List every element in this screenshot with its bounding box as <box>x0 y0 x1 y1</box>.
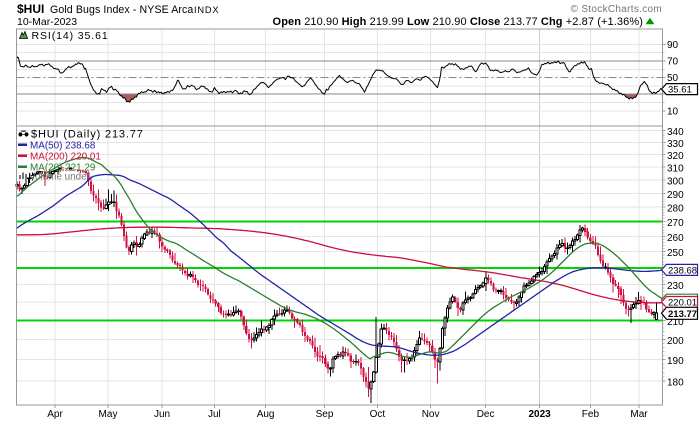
svg-text:2023: 2023 <box>528 409 551 420</box>
svg-text:220.01: 220.01 <box>668 298 697 309</box>
svg-text:270: 270 <box>667 218 684 229</box>
svg-text:Jun: Jun <box>154 409 170 420</box>
svg-text:MA(50) 238.68: MA(50) 238.68 <box>30 141 96 152</box>
svg-text:35.61: 35.61 <box>668 85 692 96</box>
svg-text:May: May <box>99 409 118 420</box>
svg-text:330: 330 <box>667 139 684 150</box>
svg-text:RSI(14) 35.61: RSI(14) 35.61 <box>32 30 109 42</box>
svg-text:Feb: Feb <box>582 409 600 420</box>
svg-text:340: 340 <box>667 127 684 138</box>
svg-text:230: 230 <box>667 281 684 292</box>
svg-text:320: 320 <box>667 151 684 162</box>
svg-text:© StockCharts.com: © StockCharts.com <box>571 4 662 15</box>
svg-text:$HUI: $HUI <box>17 2 44 16</box>
svg-text:180: 180 <box>667 378 684 389</box>
svg-text:Aug: Aug <box>257 409 275 420</box>
svg-text:Volume undef: Volume undef <box>29 172 90 183</box>
svg-text:260: 260 <box>667 233 684 244</box>
svg-text:Apr: Apr <box>47 409 63 420</box>
svg-text:250: 250 <box>667 248 684 259</box>
svg-text:290: 290 <box>667 190 684 201</box>
svg-text:10: 10 <box>667 106 679 117</box>
svg-text:190: 190 <box>667 356 684 367</box>
svg-text:MA(20) 221.29: MA(20) 221.29 <box>30 163 96 174</box>
svg-text:$HUI (Daily) 213.77: $HUI (Daily) 213.77 <box>31 129 144 141</box>
svg-text:10-Mar-2023: 10-Mar-2023 <box>17 16 77 28</box>
svg-text:280: 280 <box>667 204 684 215</box>
svg-text:INDX: INDX <box>194 5 219 15</box>
svg-text:300: 300 <box>667 177 684 188</box>
svg-text:Jul: Jul <box>208 409 221 420</box>
svg-text:213.77: 213.77 <box>668 309 697 320</box>
svg-text:Open 210.90 High 219.99 Low 21: Open 210.90 High 219.99 Low 210.90 Close… <box>273 16 643 28</box>
svg-text:Gold Bugs Index - NYSE Arca: Gold Bugs Index - NYSE Arca <box>50 4 193 16</box>
svg-text:90: 90 <box>667 40 679 51</box>
svg-text:Nov: Nov <box>422 409 440 420</box>
svg-text:70: 70 <box>667 57 679 68</box>
svg-text:310: 310 <box>667 164 684 175</box>
svg-text:238.68: 238.68 <box>668 265 697 276</box>
svg-text:MA(200) 220.01: MA(200) 220.01 <box>30 152 101 163</box>
svg-text:Sep: Sep <box>316 409 334 420</box>
svg-text:Mar: Mar <box>630 409 648 420</box>
svg-text:Oct: Oct <box>370 409 386 420</box>
svg-text:210: 210 <box>667 317 684 328</box>
svg-text:Dec: Dec <box>477 409 495 420</box>
svg-text:50: 50 <box>667 73 679 84</box>
svg-text:200: 200 <box>667 336 684 347</box>
